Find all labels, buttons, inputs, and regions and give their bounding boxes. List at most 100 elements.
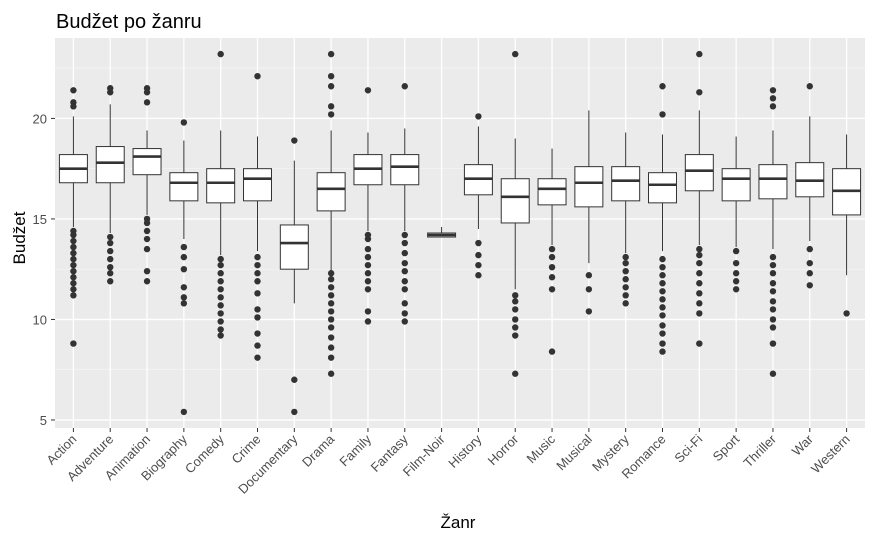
outlier-point [217, 318, 224, 325]
outlier-point [327, 284, 335, 291]
outlier-point [696, 290, 703, 297]
iqr-box [279, 224, 309, 270]
outlier-point [512, 306, 519, 313]
outlier-point [327, 334, 335, 341]
outlier-point [401, 239, 408, 247]
outlier-point [769, 306, 777, 313]
outlier-point [769, 316, 777, 323]
outlier-point [401, 310, 408, 317]
x-tick-label-war: War [789, 431, 817, 459]
x-axis-title: Žanr [441, 513, 476, 532]
box-film-noir [427, 226, 457, 238]
outlier-point [254, 270, 261, 277]
outlier-point [696, 251, 703, 259]
box-music [537, 148, 567, 355]
outlier-point [254, 354, 261, 361]
outlier-point [254, 306, 261, 313]
outlier-point [180, 408, 188, 416]
outlier-point [512, 370, 519, 377]
iqr-box [243, 168, 272, 202]
outlier-point [364, 318, 372, 325]
iqr-box [390, 154, 420, 186]
outlier-point [107, 85, 114, 92]
box-romance [648, 83, 677, 355]
outlier-point [696, 340, 703, 347]
outlier-point [254, 290, 261, 297]
outlier-point [70, 237, 77, 245]
outlier-point [327, 370, 335, 377]
outlier-point [291, 376, 298, 383]
outlier-point [475, 272, 482, 279]
outlier-point [217, 261, 224, 269]
outlier-point [217, 294, 224, 301]
outlier-point [585, 308, 593, 315]
outlier-point [769, 270, 777, 277]
outlier-point [217, 326, 224, 333]
outlier-point [143, 278, 151, 285]
outlier-point [622, 267, 629, 275]
box-war [795, 83, 825, 289]
outlier-point [548, 348, 556, 355]
outlier-point [806, 259, 813, 267]
outlier-point [622, 276, 629, 283]
outlier-point [769, 298, 777, 305]
outlier-point [70, 99, 77, 106]
outlier-point [696, 245, 703, 253]
outlier-point [659, 83, 666, 90]
outlier-point [217, 278, 224, 285]
iqr-box [684, 154, 714, 192]
outlier-point [364, 286, 372, 293]
outlier-point [254, 253, 261, 261]
outlier-point [327, 83, 335, 90]
outlier-point [732, 247, 740, 255]
x-tick-label-sport: Sport [710, 431, 743, 464]
outlier-point [696, 300, 703, 307]
outlier-point [696, 310, 703, 317]
outlier-point [659, 296, 666, 303]
outlier-point [70, 255, 77, 263]
outlier-point [364, 231, 372, 239]
box-animation [132, 85, 162, 285]
chart-title: Budžet po žanru [56, 11, 202, 33]
outlier-point [107, 233, 114, 241]
iqr-box [132, 148, 162, 176]
outlier-point [254, 261, 261, 269]
outlier-point [70, 292, 77, 299]
outlier-point [696, 259, 703, 267]
outlier-point [217, 255, 224, 263]
outlier-point [475, 261, 482, 269]
outlier-point [806, 282, 813, 289]
outlier-point [512, 292, 519, 299]
box-mystery [611, 132, 641, 307]
y-tick-label: 5 [40, 413, 47, 428]
iqr-box [537, 178, 567, 206]
outlier-point [70, 261, 77, 269]
outlier-point [585, 286, 593, 293]
outlier-point [769, 370, 777, 377]
outlier-point [70, 286, 77, 293]
outlier-point [327, 72, 335, 80]
outlier-point [696, 89, 703, 96]
box-drama [316, 50, 346, 377]
outlier-point [327, 316, 335, 323]
outlier-point [843, 310, 850, 317]
x-tick-label-musical: Musical [553, 431, 595, 473]
outlier-point [327, 292, 335, 299]
iqr-box [758, 164, 788, 200]
outlier-point [217, 270, 224, 277]
outlier-point [769, 261, 777, 269]
outlier-point [254, 72, 261, 80]
outlier-point [327, 344, 335, 351]
outlier-point [512, 316, 519, 323]
outlier-point [143, 267, 151, 275]
x-tick-label-comedy: Comedy [182, 431, 227, 476]
outlier-point [254, 278, 261, 285]
outlier-point [107, 278, 114, 285]
iqr-box [95, 146, 125, 184]
outlier-point [401, 83, 408, 90]
box-musical [574, 110, 604, 315]
outlier-point [364, 87, 372, 94]
outlier-point [143, 245, 151, 253]
outlier-point [327, 308, 335, 315]
